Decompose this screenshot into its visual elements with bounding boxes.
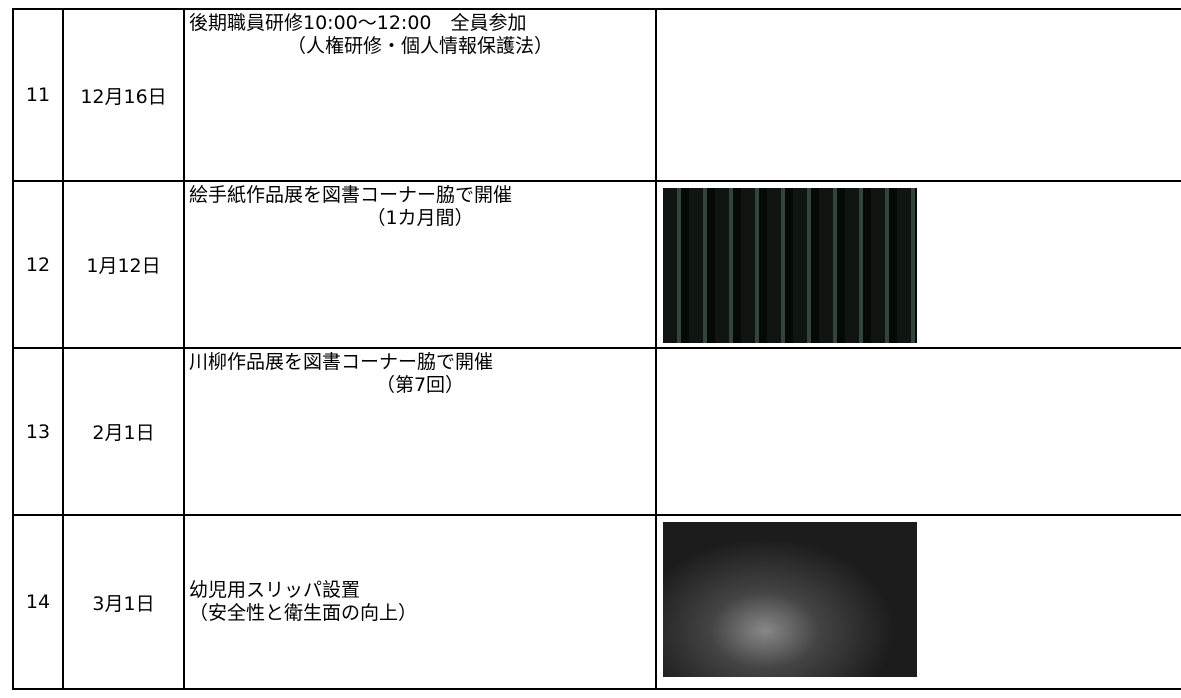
photo-cell <box>657 10 1181 180</box>
table-row: 11 12月16日 後期職員研修10:00～12:00 全員参加 （人権研修・個人情報… <box>14 10 1181 182</box>
description-line: 幼児用スリッパ設置 <box>189 579 361 601</box>
description-line: （1カ月間） <box>366 207 474 229</box>
row-description: 川柳作品展を図書コーナー脇で開催 （第7回） <box>185 349 657 514</box>
row-number: 14 <box>14 516 64 688</box>
row-date: 3月1日 <box>64 516 185 688</box>
photo <box>663 522 917 677</box>
photo <box>663 188 917 343</box>
photo-cell <box>657 516 1181 688</box>
row-number: 12 <box>14 182 64 347</box>
description-line: 絵手紙作品展を図書コーナー脇で開催 <box>189 184 513 206</box>
table-row: 14 3月1日 幼児用スリッパ設置 （安全性と衛生面の向上） <box>14 516 1181 690</box>
row-number: 13 <box>14 349 64 514</box>
row-description: 後期職員研修10:00～12:00 全員参加 （人権研修・個人情報保護法） <box>185 10 657 180</box>
row-description: 幼児用スリッパ設置 （安全性と衛生面の向上） <box>185 516 657 688</box>
row-description: 絵手紙作品展を図書コーナー脇で開催 （1カ月間） <box>185 182 657 347</box>
row-number: 11 <box>14 10 64 180</box>
row-date: 1月12日 <box>64 182 185 347</box>
photo-cell <box>657 349 1181 514</box>
description-line: 後期職員研修10:00～12:00 全員参加 <box>189 12 527 34</box>
table-row: 13 2月1日 川柳作品展を図書コーナー脇で開催 （第7回） <box>14 349 1181 516</box>
photo-cell <box>657 182 1181 347</box>
table: 11 12月16日 後期職員研修10:00～12:00 全員参加 （人権研修・個人情報… <box>12 8 1181 690</box>
description-line: 川柳作品展を図書コーナー脇で開催 <box>189 351 494 373</box>
row-date: 12月16日 <box>64 10 185 180</box>
description-line: （安全性と衛生面の向上） <box>189 602 418 624</box>
description-line: （第7回） <box>375 374 465 396</box>
table-row: 12 1月12日 絵手紙作品展を図書コーナー脇で開催 （1カ月間） <box>14 182 1181 349</box>
row-date: 2月1日 <box>64 349 185 514</box>
description-line: （人権研修・個人情報保護法） <box>286 35 553 57</box>
